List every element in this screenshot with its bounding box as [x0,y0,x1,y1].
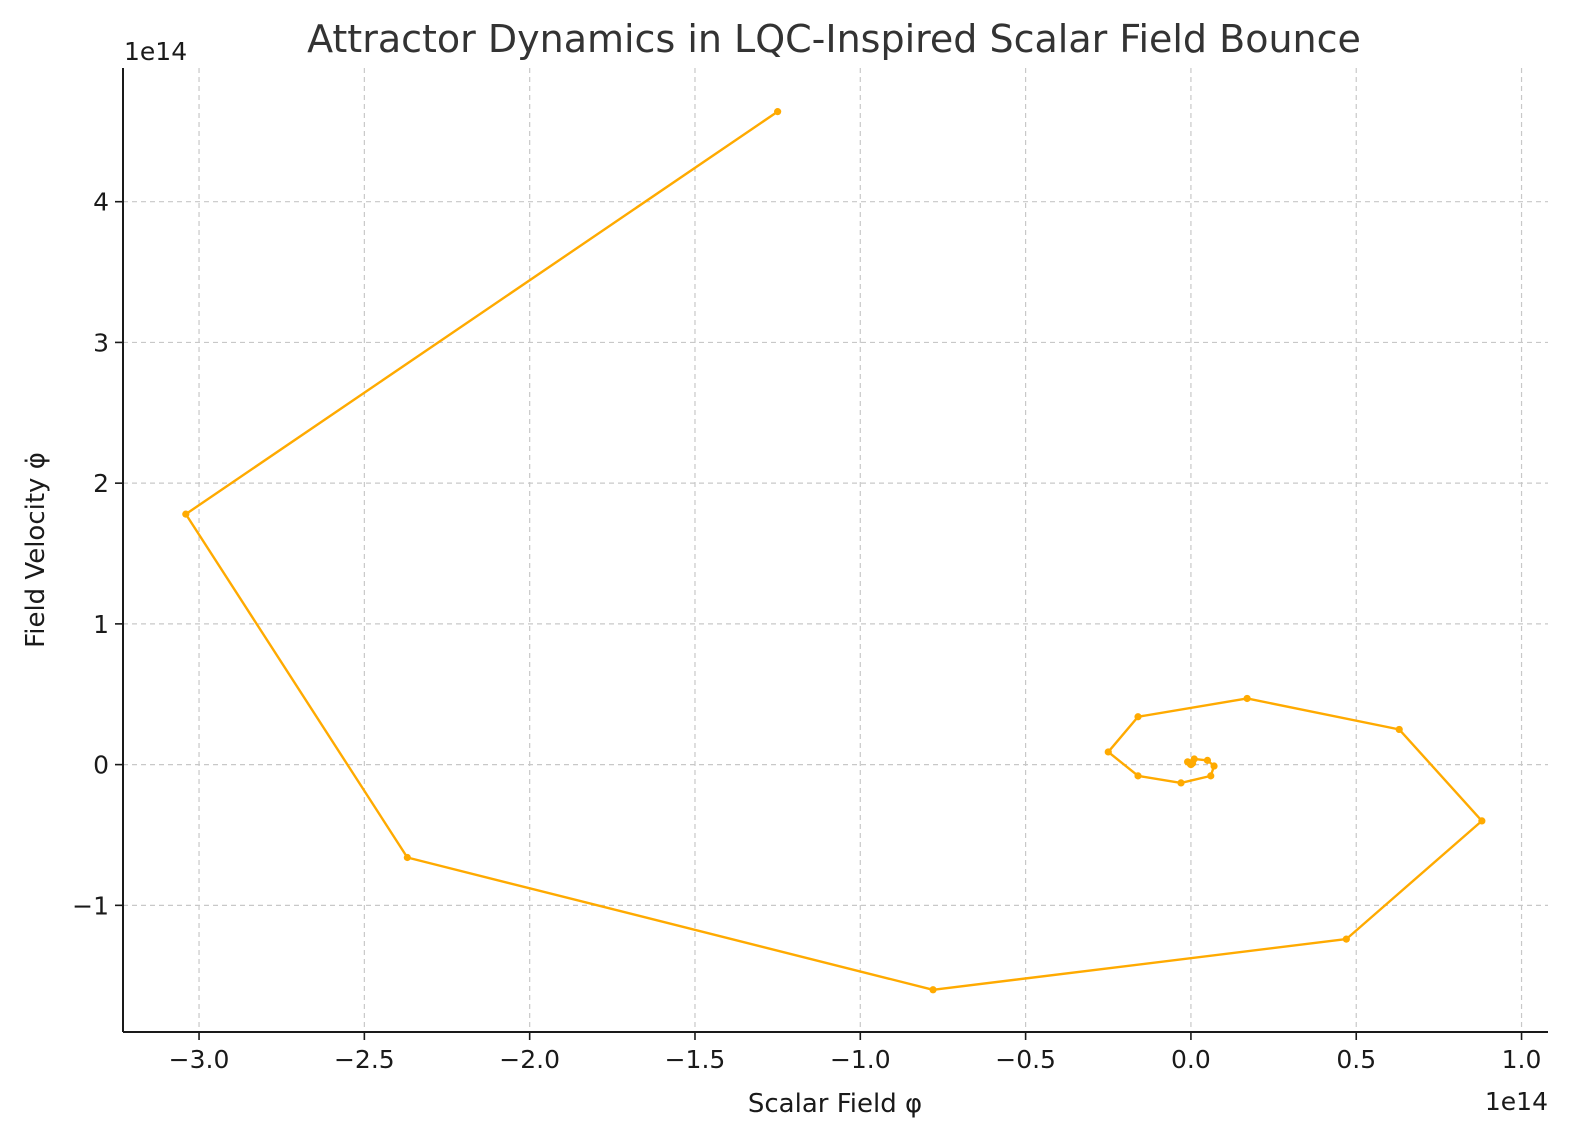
x-axis-label: Scalar Field φ [748,1089,922,1119]
chart-title: Attractor Dynamics in LQC-Inspired Scala… [307,17,1361,61]
x-tick-label: −0.5 [995,1045,1056,1074]
x-axis-ticks: −3.0 −2.5 −2.0 −1.5 −1.0 −0.5 0.0 0.5 1.0 [169,1032,1542,1074]
x-tick-label: 1.0 [1502,1045,1542,1074]
x-tick-label: −1.0 [830,1045,891,1074]
data-point [774,108,782,116]
x-tick-label: −1.5 [665,1045,726,1074]
data-point [1134,713,1142,721]
y-tick-label: 1 [93,610,109,639]
data-point [1395,725,1403,734]
y-axis-label: Field Velocity φ̇ [21,452,51,648]
y-tick-label: 0 [93,751,109,780]
data-point [1203,756,1212,764]
data-point [1177,779,1185,787]
series-group [182,108,1486,994]
y-offset-label: 1e14 [124,37,187,66]
y-tick-label: 2 [93,469,109,498]
y-tick-label: 4 [93,188,109,217]
data-point [1243,694,1251,703]
data-point [1207,772,1215,780]
data-point [1210,762,1218,770]
x-tick-label: −3.0 [169,1045,230,1074]
data-point [1134,772,1142,780]
grid [123,68,1548,1032]
data-point [929,986,937,994]
x-tick-label: −2.5 [334,1045,395,1074]
y-tick-label: 3 [93,328,109,357]
data-point [1104,748,1112,756]
x-offset-label: 1e14 [1485,1087,1548,1116]
series-line [184,110,1484,991]
data-point [1187,760,1195,768]
data-point [403,853,411,862]
data-point [1478,817,1486,825]
data-point [1342,935,1350,943]
x-tick-label: 0.0 [1171,1045,1211,1074]
x-tick-label: 0.5 [1336,1045,1376,1074]
x-tick-label: −2.0 [499,1045,560,1074]
y-tick-label: −1 [72,891,109,920]
y-axis-ticks: −1 0 1 2 3 4 [72,188,123,920]
data-point [182,510,190,518]
